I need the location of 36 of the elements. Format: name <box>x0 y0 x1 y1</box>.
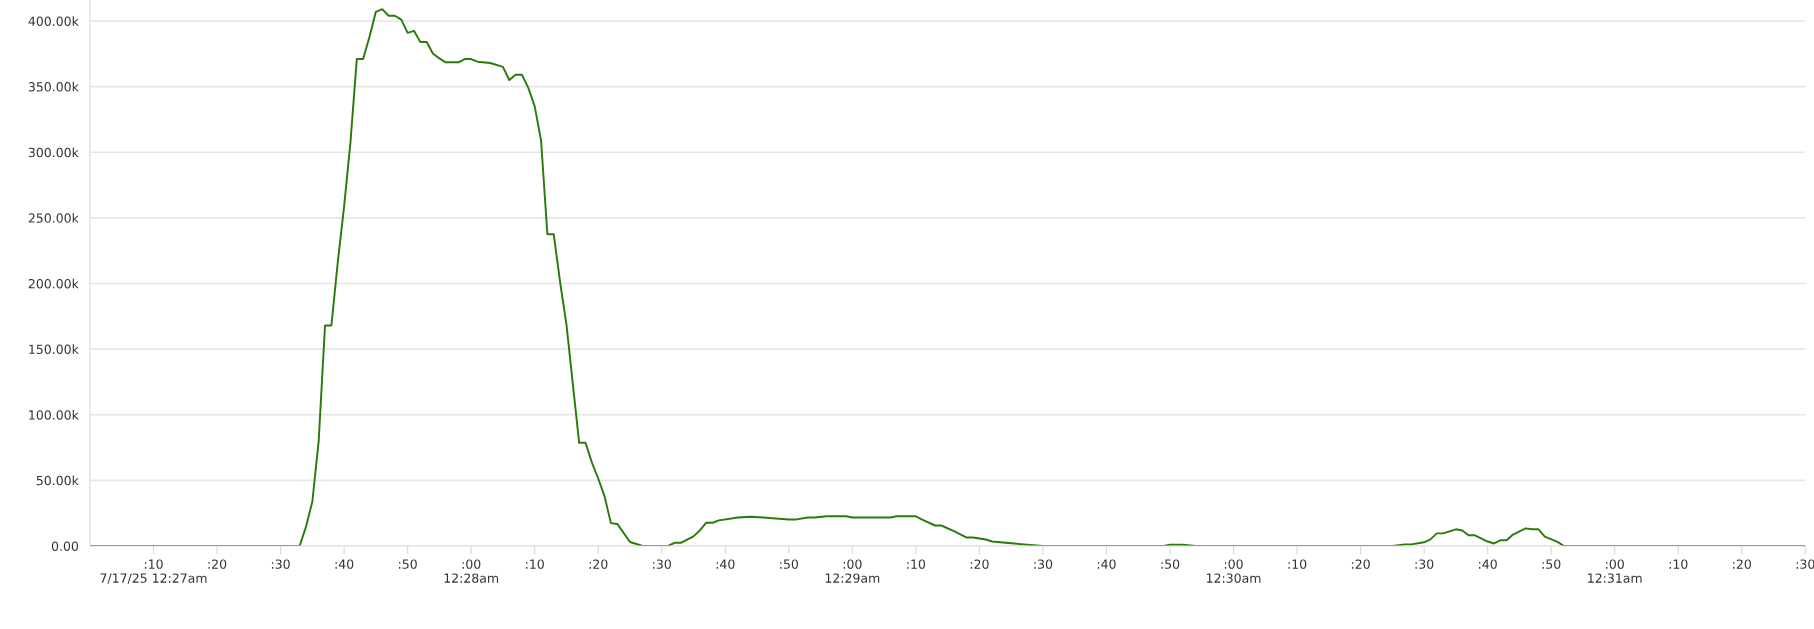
x-tick-label: :00 12:28am <box>444 559 499 583</box>
x-tick-label: :40 <box>335 559 354 569</box>
y-tick-label: 400.00k <box>28 16 79 26</box>
x-tick-label: :00 12:29am <box>825 559 880 583</box>
y-tick-label: 250.00k <box>28 213 79 223</box>
y-tick-label: 100.00k <box>29 409 79 420</box>
x-tick-label: :00 12:30am <box>1206 559 1261 583</box>
x-tick-label: :10 <box>526 559 544 569</box>
x-tick-label: :40 <box>1479 559 1497 569</box>
x-tick-label: :20 <box>1351 559 1370 569</box>
x-tick-label: :40 <box>716 559 735 569</box>
y-tick-label: 0.00 <box>51 541 79 551</box>
x-tick-label: :30 <box>1415 559 1434 569</box>
x-tick-label: :10 7/17/25 12:27am <box>100 559 207 584</box>
x-tick-label: :50 <box>399 559 417 569</box>
x-tick-label: :50 <box>780 559 799 569</box>
y-tick-label: 300.00k <box>28 147 79 158</box>
x-tick-label: :00 12:31am <box>1588 559 1642 583</box>
x-tick-label: :10 <box>907 559 926 569</box>
y-tick-label: 50.00k <box>36 475 79 486</box>
y-tick-label: 200.00k <box>28 278 79 289</box>
x-tick-label: :20 <box>1733 559 1751 569</box>
x-tick-label: :30 <box>271 559 290 569</box>
x-tick-label: :40 <box>1097 559 1116 569</box>
x-tick-label: :50 <box>1542 559 1561 569</box>
y-tick-label: 350.00k <box>28 81 79 92</box>
y-tick-label: 150.00k <box>29 344 79 355</box>
x-tick-label: :20 <box>208 559 227 569</box>
x-tick-label: :30 <box>653 559 671 569</box>
x-tick-label: :20 <box>589 559 608 569</box>
x-tick-label: :10 <box>1288 559 1307 569</box>
x-tick-label: :10 <box>1669 559 1688 569</box>
x-tick-label: :20 <box>970 559 989 569</box>
x-tick-label: :50 <box>1161 559 1180 569</box>
x-tick-label: :30 <box>1034 559 1053 569</box>
x-tick-label: :30 <box>1796 559 1814 569</box>
